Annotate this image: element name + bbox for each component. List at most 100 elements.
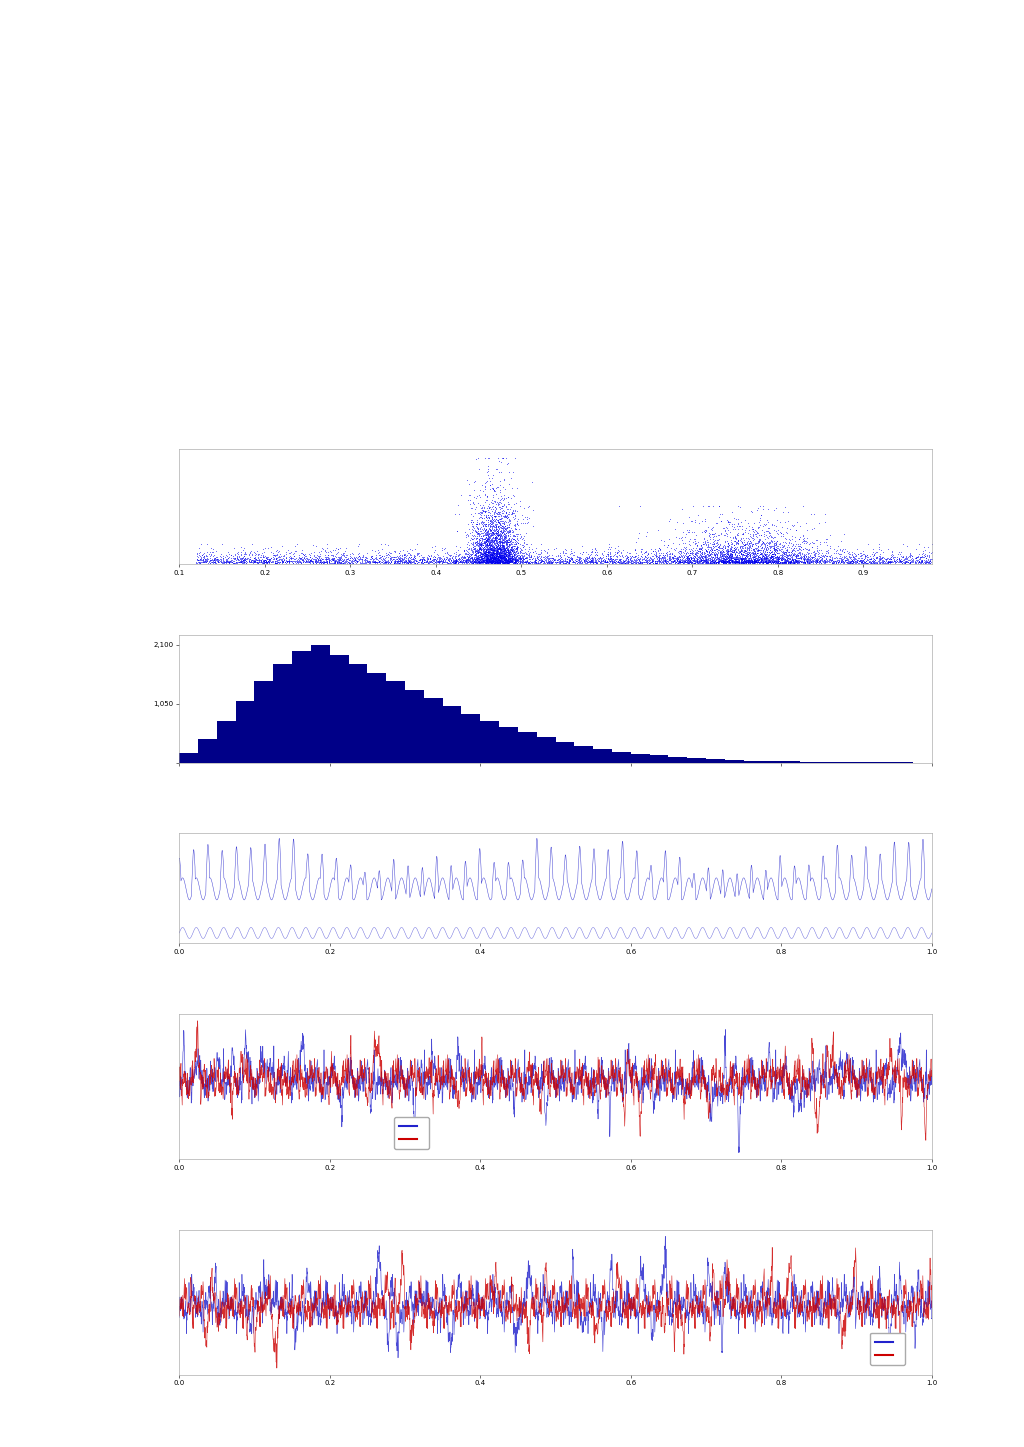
Point (872, 547, 889, 570)
Point (787, 537, 804, 560)
Point (527, 551, 544, 574)
Point (672, 550, 688, 573)
Point (406, 546, 422, 569)
Point (873, 547, 890, 570)
Point (719, 543, 735, 566)
Point (568, 550, 585, 573)
Point (745, 550, 762, 573)
Point (501, 548, 517, 572)
Point (759, 548, 775, 572)
Point (481, 501, 498, 524)
Point (855, 551, 871, 574)
Point (891, 550, 907, 573)
Point (804, 546, 820, 569)
Point (496, 544, 512, 567)
Point (684, 541, 700, 564)
Point (476, 518, 493, 541)
Point (736, 551, 753, 574)
Point (204, 548, 220, 572)
Point (912, 546, 929, 569)
Point (632, 551, 648, 574)
Point (481, 548, 498, 572)
Point (441, 544, 458, 567)
Point (535, 546, 551, 569)
Point (443, 548, 460, 572)
Point (735, 550, 752, 573)
Point (555, 543, 571, 566)
Point (481, 548, 498, 572)
Point (877, 550, 893, 573)
Point (758, 546, 774, 569)
Point (473, 506, 489, 530)
Point (745, 541, 762, 564)
Point (481, 547, 498, 570)
Point (770, 548, 786, 572)
Point (460, 543, 476, 566)
Point (485, 548, 502, 572)
Point (322, 551, 338, 574)
Point (718, 550, 734, 573)
Point (536, 538, 552, 561)
Point (672, 548, 688, 572)
Point (515, 551, 531, 574)
Point (543, 551, 559, 574)
Point (509, 531, 525, 554)
Point (244, 540, 260, 563)
Point (521, 541, 538, 564)
Point (707, 544, 723, 567)
Point (769, 541, 785, 564)
Point (492, 540, 508, 563)
Point (748, 524, 764, 547)
Point (483, 547, 500, 570)
Point (923, 547, 939, 570)
Point (467, 534, 483, 557)
Point (303, 548, 319, 572)
Point (734, 514, 751, 537)
Point (808, 548, 824, 572)
Point (485, 550, 502, 573)
Point (461, 551, 477, 574)
Point (478, 499, 495, 522)
Point (769, 546, 785, 569)
Point (506, 551, 522, 574)
Point (603, 547, 620, 570)
Point (748, 550, 764, 573)
Point (496, 493, 512, 517)
Point (698, 540, 715, 563)
Point (477, 518, 494, 541)
Point (289, 551, 305, 574)
Point (255, 551, 271, 574)
Point (489, 541, 506, 564)
Point (513, 538, 529, 561)
Point (325, 548, 341, 572)
Point (483, 499, 500, 522)
Point (657, 551, 674, 574)
Point (821, 547, 838, 570)
Point (697, 550, 714, 573)
Point (856, 550, 872, 573)
Point (767, 532, 783, 556)
Point (730, 521, 746, 544)
Point (694, 541, 711, 564)
Point (854, 551, 870, 574)
Point (509, 537, 525, 560)
Point (552, 550, 568, 573)
Point (722, 528, 738, 551)
Point (503, 544, 519, 567)
Point (893, 544, 909, 567)
Point (456, 548, 472, 572)
Point (620, 551, 636, 574)
Point (639, 543, 655, 566)
Point (765, 543, 781, 566)
Point (496, 541, 512, 564)
Point (720, 511, 736, 534)
Point (471, 512, 487, 535)
Point (467, 551, 483, 574)
Point (431, 547, 447, 570)
Point (540, 541, 556, 564)
Point (755, 498, 771, 521)
Point (617, 548, 634, 572)
Point (760, 544, 776, 567)
Point (371, 550, 387, 573)
Point (493, 460, 509, 483)
